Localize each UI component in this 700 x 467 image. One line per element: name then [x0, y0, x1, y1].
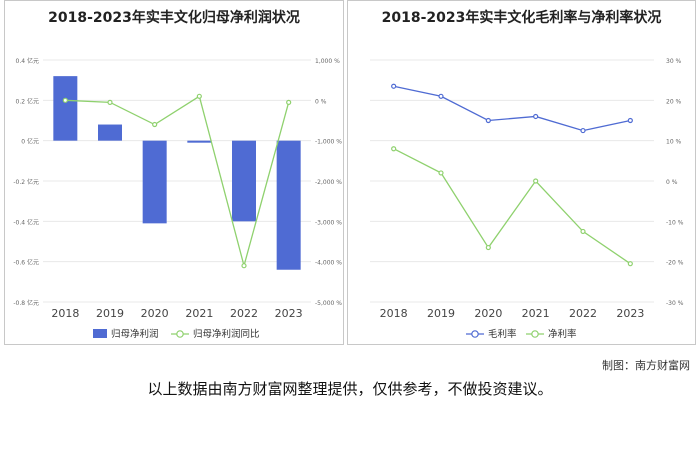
series-line-gross-margin: [393, 85, 631, 132]
chart-title: 2018-2023年实丰文化毛利率与净利率状况: [381, 10, 662, 26]
y-right-tick-label: 0 %: [315, 98, 327, 105]
profit-chart: 0.4 亿元 0.2 亿元 0 亿元 -0.2 亿元 -0.4 亿元 -0.6 亿元 -0.…: [13, 57, 342, 340]
y-left-tick-label: 0.2 亿元: [16, 97, 39, 105]
bar: [142, 140, 167, 224]
y-right-tick-label: 30 %: [666, 58, 682, 65]
y-right-tick-label: -3,000 %: [315, 219, 342, 226]
legend-label: 净利率: [548, 328, 577, 340]
x-tick-label: 2023: [275, 307, 303, 320]
legend-swatch-bar: [93, 329, 107, 338]
line-point: [152, 121, 158, 128]
line-point: [485, 117, 491, 124]
line-point: [62, 97, 68, 103]
bar: [232, 140, 256, 222]
y-right-tick-label: -20 %: [666, 260, 684, 267]
line-point: [391, 146, 397, 152]
series-line-yoy: [65, 95, 290, 269]
line-point: [196, 93, 202, 99]
x-tick-label: 2019: [427, 307, 455, 320]
y-right-tick-label: 10 %: [666, 139, 682, 146]
chart-panel-right: 2018-2023年实丰文化毛利率与净利率状况 30 % 20 % 10 % 0 % -…: [347, 0, 696, 345]
legend-marker: [471, 330, 479, 338]
x-tick-label: 2020: [141, 307, 169, 320]
y-left-tick-label: -0.8 亿元: [13, 299, 39, 307]
x-tick-label: 2022: [569, 307, 597, 320]
line-point: [286, 99, 292, 105]
y-right-tick-label: 0 %: [666, 179, 678, 186]
x-tick-label: 2023: [616, 307, 644, 320]
line-point: [438, 93, 444, 99]
disclaimer-text: 以上数据由南方财富网整理提供，仅供参考，不做投资建议。: [147, 380, 553, 398]
y-right-tick-label: -5,000 %: [315, 300, 342, 307]
line-point: [580, 127, 586, 134]
line-point: [438, 170, 444, 176]
line-point: [627, 117, 633, 124]
x-tick-label: 2020: [474, 307, 502, 320]
x-tick-label: 2018: [380, 307, 408, 320]
x-tick-label: 2022: [230, 307, 258, 320]
y-left-tick-label: -0.6 亿元: [13, 259, 39, 267]
legend-label: 归母净利润: [111, 328, 159, 340]
y-right-tick-label: -2,000 %: [315, 179, 342, 186]
series-line-net-margin: [393, 148, 631, 265]
y-right-tick-label: -4,000 %: [315, 260, 342, 267]
y-right-tick-label: -10 %: [666, 219, 684, 226]
margin-chart: 30 % 20 % 10 % 0 % -10 % -20 % -30 % 2018 2019 20…: [370, 58, 684, 340]
line-point: [107, 99, 113, 105]
bar: [98, 124, 122, 141]
y-left-tick-label: -0.2 亿元: [13, 178, 39, 186]
chart-title: 2018-2023年实丰文化归母净利润状况: [48, 10, 300, 26]
legend-marker: [531, 330, 539, 338]
x-tick-label: 2021: [522, 307, 550, 320]
line-point: [627, 261, 633, 267]
x-tick-label: 2019: [96, 307, 124, 320]
line-point: [533, 178, 539, 184]
y-right-tick-label: -30 %: [666, 300, 684, 307]
bar: [53, 76, 78, 141]
y-right-tick-label: 1,000 %: [315, 58, 340, 65]
bar: [187, 140, 212, 143]
credit-text: 制图：南方财富网: [602, 359, 690, 372]
y-right-tick-label: -1,000 %: [315, 139, 342, 146]
y-left-tick-label: 0.4 亿元: [16, 57, 39, 65]
x-tick-label: 2021: [185, 307, 213, 320]
x-tick-label: 2018: [51, 307, 79, 320]
y-right-tick-label: 20 %: [666, 98, 682, 105]
bar: [276, 140, 301, 270]
line-point: [391, 83, 397, 89]
chart-panel-left: 2018-2023年实丰文化归母净利润状况 0.4 亿元 0.2 亿元 0 亿元 -0…: [4, 0, 344, 345]
y-left-tick-label: 0 亿元: [21, 138, 39, 146]
legend-label: 归母净利润同比: [193, 328, 260, 340]
line-point: [241, 263, 247, 269]
y-left-tick-label: -0.4 亿元: [13, 218, 39, 226]
legend-label: 毛利率: [488, 328, 517, 340]
line-point: [485, 244, 491, 251]
line-point: [580, 228, 586, 235]
legend-marker: [176, 330, 184, 338]
line-point: [533, 113, 539, 120]
